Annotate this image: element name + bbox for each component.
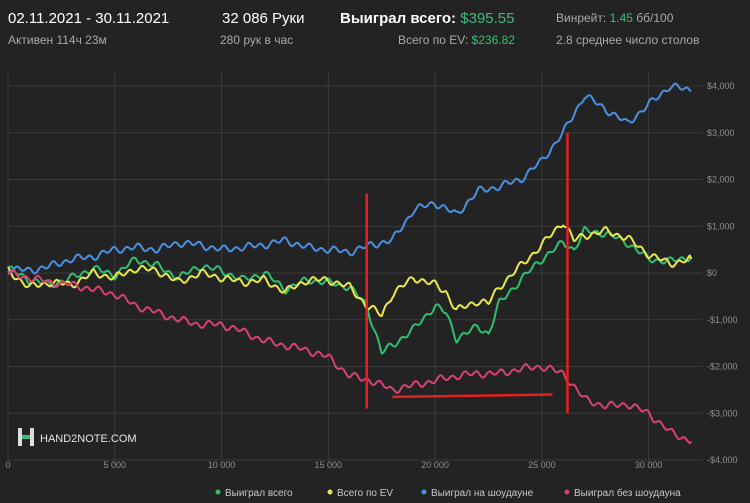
y-tick-label: -$3,000 xyxy=(707,408,738,418)
series-line-1 xyxy=(7,225,693,355)
x-tick-label: 30 000 xyxy=(635,460,663,470)
winrate-value: 1.45 xyxy=(609,11,633,25)
annotation-segment xyxy=(392,393,553,399)
chart-legend: Выиграл всего Всего по EV Выиграл на шоуда… xyxy=(215,487,681,499)
ev-total-value: $236.82 xyxy=(471,33,515,47)
y-tick-label: $2,000 xyxy=(707,175,735,185)
series-line-3 xyxy=(7,82,692,275)
won-total: Выиграл всего: $395.55 xyxy=(340,10,514,27)
legend-label: Выиграл без шоудауна xyxy=(574,487,681,499)
x-tick-label: 25 000 xyxy=(528,460,556,470)
chart-ticks: $4,000 $3,000 $2,000 $1,000 $0 -$1,000 -$2,000… xyxy=(5,81,737,470)
logo-mark-right xyxy=(30,428,34,446)
avg-tables: 2.8 среднее число столов xyxy=(556,33,700,47)
legend-label: Выиграл на шоудауне xyxy=(431,488,534,499)
active-time: Активен 114ч 23м xyxy=(8,33,107,47)
chart-grid xyxy=(7,72,702,461)
chart-series xyxy=(7,82,693,445)
logo-mark-bar xyxy=(22,435,30,439)
winrate-unit: бб/100 xyxy=(636,11,674,25)
legend-marker xyxy=(421,489,427,495)
x-tick-label: 0 xyxy=(5,460,10,470)
won-total-label: Выиграл всего: xyxy=(340,10,457,27)
ev-total-label: Всего по EV: xyxy=(398,33,469,47)
x-tick-label: 10 000 xyxy=(208,460,236,470)
legend-label: Всего по EV xyxy=(337,488,393,499)
ev-total: Всего по EV: $236.82 xyxy=(398,33,515,47)
y-tick-label: -$1,000 xyxy=(707,315,738,325)
y-tick-label: $0 xyxy=(707,268,717,278)
date-range: 02.11.2021 - 30.11.2021 xyxy=(8,10,170,27)
x-tick-label: 20 000 xyxy=(421,460,449,470)
y-tick-label: -$2,000 xyxy=(707,362,738,372)
series-line-4 xyxy=(7,269,693,445)
y-tick-label: -$4,000 xyxy=(707,455,738,465)
series-line-2 xyxy=(7,224,693,317)
x-tick-label: 15 000 xyxy=(315,460,343,470)
legend-label: Выиграл всего xyxy=(225,488,293,499)
won-total-value: $395.55 xyxy=(460,10,515,27)
winrate: Винрейт: 1.45 бб/100 xyxy=(556,11,673,25)
hands-count: 32 086 Руки xyxy=(222,10,305,27)
legend-marker xyxy=(215,489,221,495)
chart-annotations xyxy=(365,132,569,414)
logo-mark-left xyxy=(18,428,22,446)
logo-text: HAND2NOTE.COM xyxy=(40,433,137,445)
y-tick-label: $3,000 xyxy=(707,128,735,138)
y-tick-label: $1,000 xyxy=(707,221,735,231)
winrate-label: Винрейт: xyxy=(556,11,607,25)
legend-marker xyxy=(327,489,333,495)
hand2note-logo: HAND2NOTE.COM xyxy=(18,428,137,446)
x-tick-label: 5 000 xyxy=(104,460,127,470)
legend-marker xyxy=(564,489,570,495)
y-tick-label: $4,000 xyxy=(707,81,735,91)
hands-per-hour: 280 рук в час xyxy=(220,33,294,47)
